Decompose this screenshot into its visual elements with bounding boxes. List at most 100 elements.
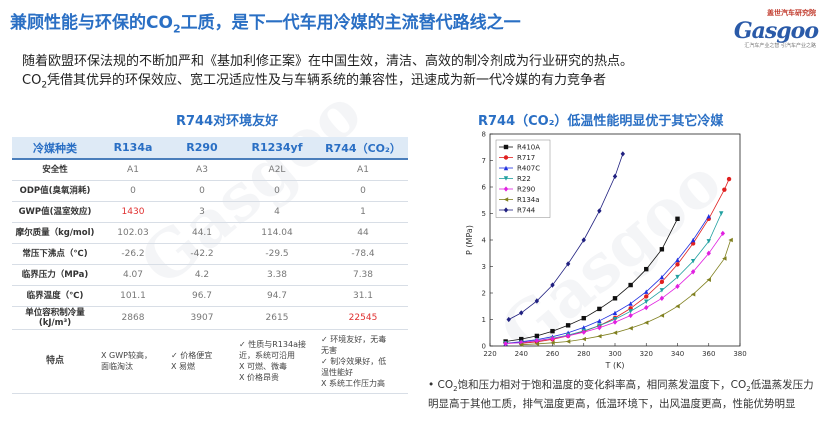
cell: 0 [318,180,408,202]
data-point-r744 [519,310,524,316]
table-row: ODP值(臭氧消耗) 0 0 0 0 [12,180,408,202]
data-point-r134a [597,333,602,339]
data-point-r134a [722,256,727,261]
data-point-r410a [628,282,633,288]
data-point-r407c [581,325,586,330]
data-point-r22 [719,211,724,216]
data-point-r134a [550,340,555,346]
data-point-r290 [706,250,711,256]
data-point-r717 [644,294,649,299]
data-point-r744 [597,208,602,214]
x-tick-label: 260 [546,350,559,358]
logo-brand: Gasgoo [733,18,819,44]
x-tick-label: 240 [515,350,528,358]
data-point-r22 [612,317,618,322]
data-point-r290 [628,312,633,319]
cell: 4.07 [98,264,168,286]
data-point-r407c [644,289,649,294]
legend-label: R290 [517,186,535,194]
row-label: 单位容积制冷量 (kJ/m³) [12,306,98,330]
x-tick-label: 300 [608,350,621,358]
cell: 31.1 [318,285,408,307]
row-label: 临界压力（MPa) [12,264,98,286]
data-point-r290 [550,335,555,342]
data-point-r407c [597,318,602,324]
table-title: R744对环境友好 [176,114,279,129]
cell-highlight: 1430 [98,201,168,223]
data-point-r290 [503,340,508,347]
row-label: 安全性 [12,159,98,181]
data-point-r290 [690,269,696,275]
y-tick-label: 6 [482,184,487,192]
data-point-r410a [644,266,649,272]
feature-cell: ✓ 价格便宜 X 易燃 [168,329,236,394]
data-point-r134a [534,341,540,347]
data-point-r22 [644,299,649,304]
cell: A3 [168,159,236,181]
cell: A1 [318,159,408,181]
data-point-r22 [690,259,696,264]
cell: 1 [318,201,408,223]
feature-cell: ✓ 环境友好，无毒 无害 ✓ 制冷效果好，低 温性能好 X 系统工作压力高 [318,329,408,394]
refrigerant-comparison-table: 冷媒种类 R134a R290 R1234yf R744（CO₂） 安全性 A1… [12,137,408,394]
logo-top-text: 盖世汽车研究院 [767,9,816,17]
x-tick-label: 320 [640,350,653,358]
header-cell: R290 [168,137,236,160]
x-tick-label: 280 [577,350,590,358]
y-tick-label: 5 [482,210,486,218]
header-cell: R1234yf [236,137,318,160]
series-line-r717 [521,178,730,344]
table-row: 常压下沸点（℃) -26.2 -42.2 -29.5 -78.4 [12,243,408,265]
x-tick-label: 220 [483,350,496,358]
data-point-r410a [659,247,665,252]
cell: 44 [318,222,408,244]
table-row: 临界温度（℃) 101.1 96.7 94.7 31.1 [12,285,408,307]
data-point-r290 [612,319,618,325]
table-row: 安全性 A1 A3 A2L A1 [12,159,408,181]
data-point-r134a [728,237,733,243]
y-tick-label: 3 [482,263,486,271]
y-tick-label: 7 [482,157,486,165]
y-tick-label: 4 [482,237,487,245]
cell: 114.04 [236,222,318,244]
data-point-r407c [706,213,711,219]
intro-line-2: CO2凭借其优异的环保效应、宽工况适应性及与车辆系统的兼容性，迅速成为新一代冷媒… [22,73,607,91]
row-label: ODP值(臭氧消耗) [12,180,98,202]
data-point-r717 [675,262,680,267]
data-point-r134a [690,292,696,297]
data-point-r290 [675,283,680,290]
legend-marker [503,144,509,150]
data-point-r134a [612,330,618,335]
logo-sub-text: 汇汽车产业之智 引汽车产业之路 [744,43,816,49]
data-point-r290 [720,230,726,237]
legend-marker [503,207,509,213]
data-point-r134a [675,304,680,309]
data-point-r22 [659,288,665,293]
data-point-r134a [706,277,711,282]
feature-cell: ✓ 性质与R134a接 近，系统可沿用 X 可燃、微毒 X 价格昂贵 [236,329,318,394]
cell: -42.2 [168,243,236,265]
header-cell: 冷媒种类 [12,137,98,160]
legend-label: R717 [517,154,535,162]
data-point-r744 [534,298,540,304]
row-label: 摩尔质量（kg/mol) [12,222,98,244]
data-point-r717 [659,279,665,285]
data-point-r744 [620,151,626,157]
data-point-r717 [726,176,732,182]
cell: 3 [168,201,236,223]
data-point-r410a [519,336,524,342]
data-point-r290 [659,295,665,301]
data-point-r134a [628,326,633,331]
series-line-r22 [505,213,722,344]
data-point-r744 [550,282,555,288]
data-point-r407c [612,310,618,316]
series-line-r290 [505,233,724,344]
cell: 3.38 [236,264,318,286]
table-row: GWP值(温室效应) 1430 3 4 1 [12,201,408,223]
data-point-r134a [581,336,586,342]
cell: 94.7 [236,285,318,307]
x-tick-label: 340 [671,350,684,358]
data-point-r744 [581,237,586,243]
data-point-r744 [612,173,618,180]
data-point-r410a [550,328,555,334]
